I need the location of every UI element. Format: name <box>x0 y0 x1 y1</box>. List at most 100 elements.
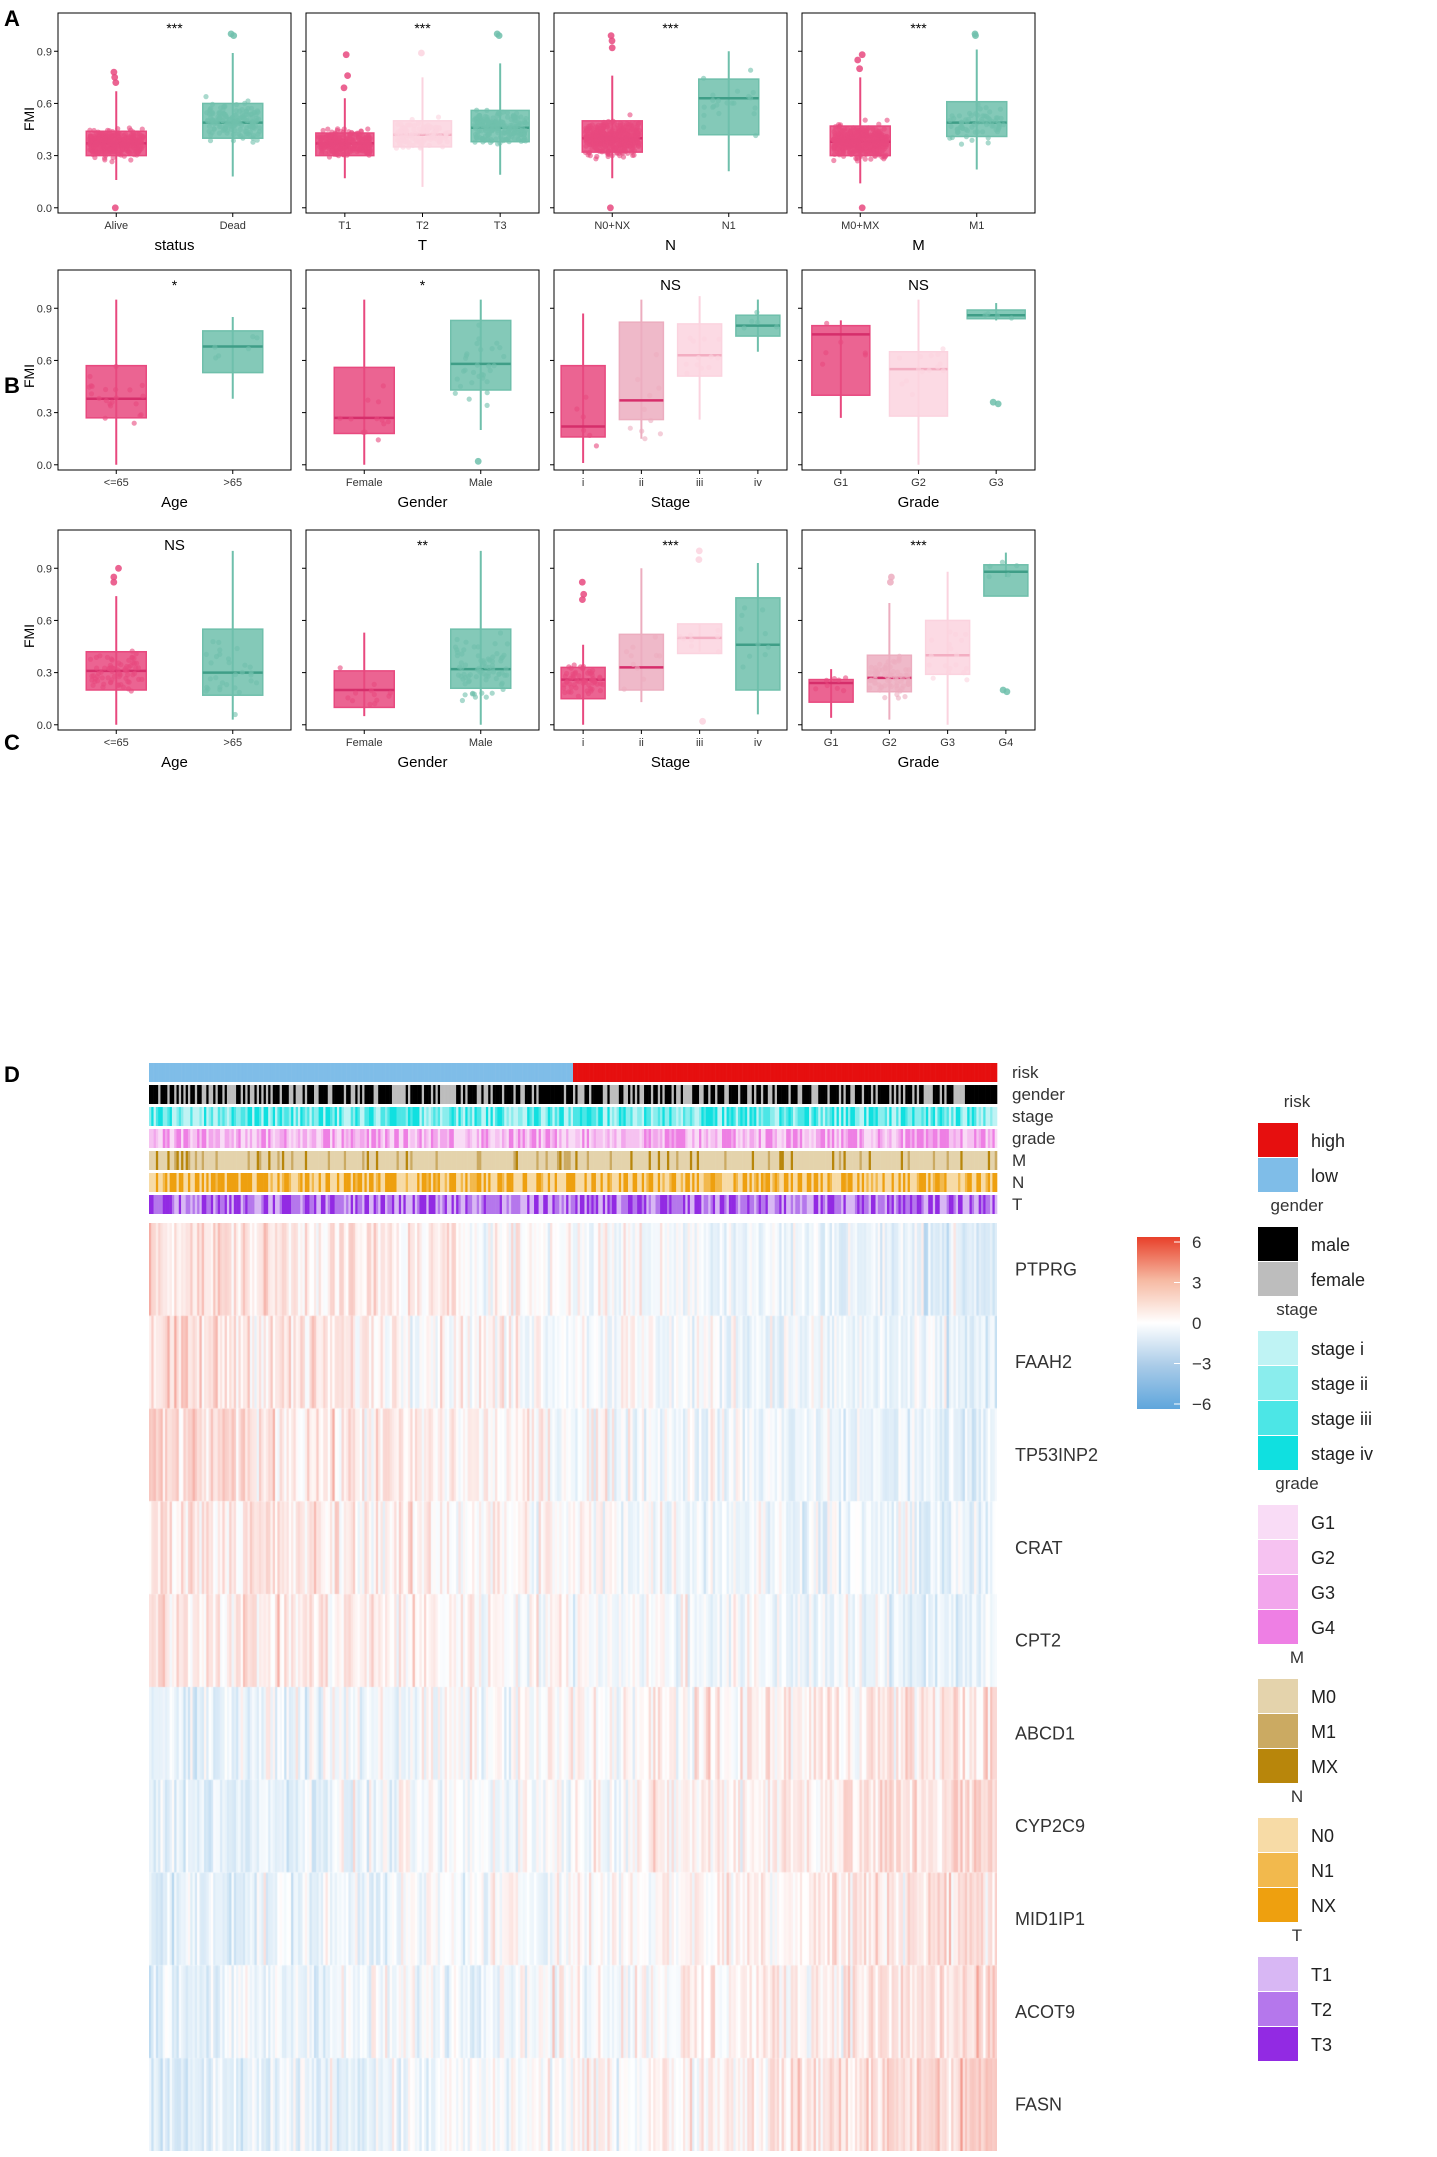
annotation-cell <box>307 1151 310 1170</box>
annotation-cell <box>481 1129 484 1148</box>
annotation-cell <box>641 1085 645 1104</box>
annotation-cell <box>939 1063 943 1082</box>
annotation-cell <box>300 1085 303 1104</box>
annotation-cell <box>396 1151 400 1170</box>
annotation-cell <box>499 1107 503 1126</box>
data-point <box>510 114 517 120</box>
data-point <box>887 664 893 670</box>
box--65 <box>85 564 147 725</box>
annotation-cell <box>410 1085 413 1104</box>
annotation-cell <box>346 1085 349 1104</box>
annotation-cell <box>520 1173 523 1192</box>
annotation-cell <box>815 1063 819 1082</box>
annotation-cell <box>776 1107 780 1126</box>
outlier-point <box>856 65 863 73</box>
annotation-cell <box>607 1107 610 1126</box>
annotation-cell <box>662 1107 665 1126</box>
annotation-cell <box>297 1129 301 1148</box>
data-point <box>473 124 479 130</box>
annotation-cell <box>708 1151 711 1170</box>
annotation-cell <box>742 1151 746 1170</box>
panel-frame <box>57 269 292 471</box>
data-point <box>393 145 399 151</box>
annotation-cell <box>348 1107 351 1126</box>
annotation-cell <box>731 1129 734 1148</box>
annotation-cell <box>868 1085 872 1104</box>
annotation-cell <box>582 1063 585 1082</box>
data-point <box>634 665 640 671</box>
annotation-cell <box>749 1063 753 1082</box>
annotation-cell <box>233 1107 237 1126</box>
annotation-cell <box>155 1085 159 1104</box>
x-tick-label: T1 <box>338 220 351 232</box>
data-point <box>568 665 574 671</box>
annotation-cell <box>788 1129 792 1148</box>
data-point <box>738 626 744 632</box>
data-point <box>504 110 510 116</box>
annotation-cell <box>852 1107 856 1126</box>
data-point <box>203 94 209 100</box>
annotation-cell <box>412 1173 416 1192</box>
annotation-cell <box>265 1063 269 1082</box>
outlier-point <box>695 547 703 555</box>
data-point <box>492 641 498 647</box>
annotation-cell <box>465 1085 468 1104</box>
annotation-cell <box>845 1151 849 1170</box>
x-tick-label: i <box>582 737 584 749</box>
data-point <box>947 117 953 124</box>
annotation-cell <box>245 1129 248 1148</box>
annotation-cell <box>678 1063 682 1082</box>
annotation-cell <box>939 1129 943 1148</box>
annotation-cell <box>678 1085 682 1104</box>
annotation-cell <box>724 1085 727 1104</box>
annotation-cell <box>793 1129 796 1148</box>
annotation-cell <box>210 1173 214 1192</box>
annotation-cell <box>222 1151 225 1170</box>
annotation-cell <box>740 1107 743 1126</box>
annotation-cell <box>717 1063 720 1082</box>
annotation-cell <box>683 1063 686 1082</box>
data-point <box>813 686 819 692</box>
annotation-cell <box>710 1151 714 1170</box>
annotation-cell <box>318 1173 322 1192</box>
annotation-cell <box>511 1085 514 1104</box>
data-point <box>415 120 421 127</box>
box-g1 <box>808 669 854 718</box>
data-point <box>614 136 620 142</box>
data-point <box>832 126 839 132</box>
annotation-cell <box>277 1129 280 1148</box>
annotation-cell <box>481 1107 484 1126</box>
annotation-cell <box>201 1085 205 1104</box>
annotation-cell <box>770 1129 773 1148</box>
annotation-cell <box>375 1129 379 1148</box>
annotation-cell <box>430 1173 434 1192</box>
annotation-cell <box>616 1107 620 1126</box>
annotation-cell <box>898 1129 902 1148</box>
annotation-cell <box>987 1085 991 1104</box>
data-point <box>975 101 981 108</box>
annotation-cell <box>990 1085 993 1104</box>
annotation-cell <box>710 1129 714 1148</box>
annotation-cell <box>378 1063 381 1082</box>
annotation-cell <box>554 1085 558 1104</box>
annotation-cell <box>460 1129 464 1148</box>
annotation-cell <box>547 1173 551 1192</box>
annotation-cell <box>843 1129 847 1148</box>
data-point <box>592 679 598 685</box>
annotation-cell <box>336 1085 340 1104</box>
annotation-cell <box>589 1173 592 1192</box>
annotation-cell <box>699 1063 702 1082</box>
annotation-cell <box>632 1107 636 1126</box>
annotation-cell <box>256 1063 260 1082</box>
annotation-cell <box>226 1129 230 1148</box>
annotation-cell <box>364 1129 368 1148</box>
annotation-cell <box>460 1063 464 1082</box>
annotation-cell <box>288 1085 292 1104</box>
annotation-cell <box>501 1129 505 1148</box>
data-point <box>469 380 475 386</box>
annotation-cell <box>330 1063 333 1082</box>
annotation-cell <box>735 1085 739 1104</box>
annotation-cell <box>190 1129 193 1148</box>
data-point <box>234 645 240 652</box>
data-point <box>365 126 371 132</box>
